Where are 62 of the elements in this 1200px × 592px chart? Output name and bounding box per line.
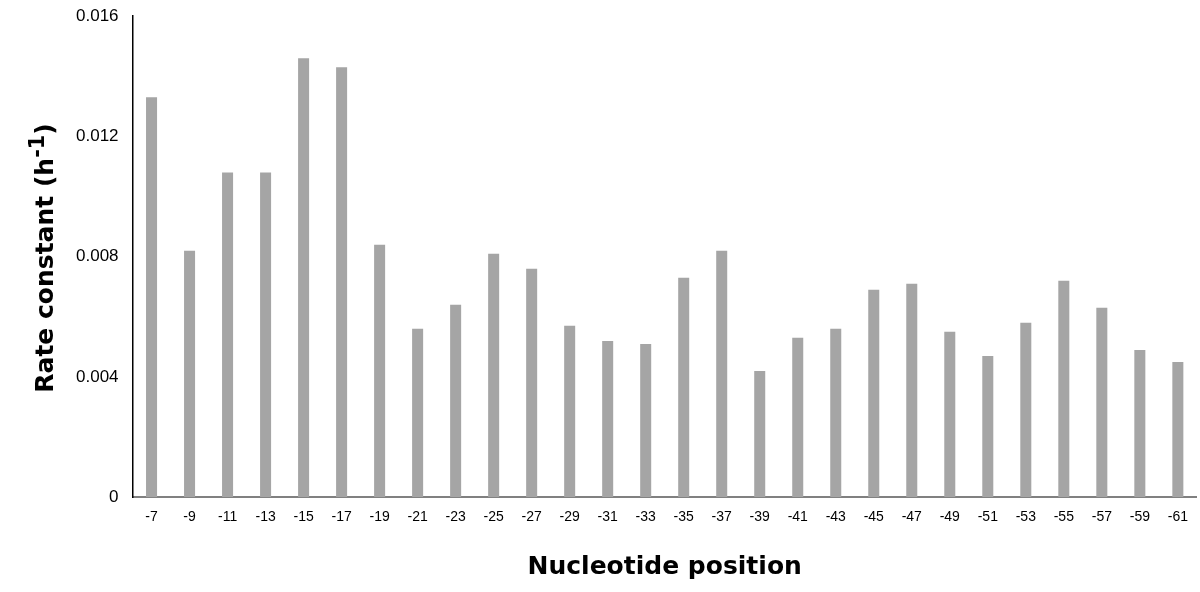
y-tick-label: 0.008 (75, 246, 119, 266)
y-tick-label: 0 (109, 486, 119, 506)
bar (754, 370, 766, 498)
bar (1096, 307, 1108, 498)
bar (526, 268, 538, 498)
x-tick-label: -15 (293, 508, 314, 525)
x-tick-label: -27 (521, 508, 542, 525)
y-tick-label: 0.016 (75, 5, 119, 25)
bar (260, 172, 272, 498)
bar (792, 337, 804, 498)
bar (640, 343, 652, 498)
x-tick-label: -49 (939, 508, 961, 525)
x-tick-label: -13 (255, 508, 276, 525)
bar (602, 340, 614, 498)
x-tick-label: -55 (1053, 508, 1075, 525)
bar (146, 97, 158, 498)
x-tick-label: -7 (145, 508, 158, 525)
bar (298, 58, 310, 498)
bar (1020, 322, 1032, 498)
x-tick-label: -25 (483, 508, 504, 525)
x-tick-label: -41 (787, 508, 809, 525)
x-tick-label: -61 (1167, 508, 1189, 525)
bar (450, 304, 462, 498)
x-tick-label: -9 (183, 508, 196, 525)
x-tick-label: -33 (635, 508, 657, 525)
x-tick-label: -35 (673, 508, 695, 525)
x-tick-label: -37 (711, 508, 733, 525)
x-tick-label: -45 (863, 508, 885, 525)
bar (1134, 349, 1146, 498)
bar (678, 277, 690, 498)
bar (488, 253, 500, 498)
bar (412, 328, 424, 498)
x-tick-label: -47 (901, 508, 923, 525)
bar (374, 244, 386, 498)
x-tick-label: -43 (825, 508, 847, 525)
x-tick-label: -11 (217, 508, 238, 525)
x-tick-label: -57 (1091, 508, 1113, 525)
x-tick-label: -21 (407, 508, 428, 525)
bar (830, 328, 842, 498)
x-tick-label: -23 (445, 508, 466, 525)
bar (222, 172, 234, 498)
bar (868, 289, 880, 498)
x-tick-label: -31 (597, 508, 619, 525)
y-tick-label: 0.004 (75, 366, 119, 386)
bar (906, 283, 918, 498)
bar (1172, 361, 1184, 498)
x-tick-label: -59 (1129, 508, 1151, 525)
bar (982, 355, 994, 498)
x-tick-label: -29 (559, 508, 580, 525)
x-tick-label: -51 (977, 508, 999, 525)
x-tick-label: -19 (369, 508, 390, 525)
bar (184, 250, 196, 498)
x-tick-label: -17 (331, 508, 352, 525)
bar (336, 67, 348, 498)
bar (564, 325, 576, 498)
bar (1058, 280, 1070, 498)
x-tick-label: -39 (749, 508, 771, 525)
bar (716, 250, 728, 498)
x-axis-title: Nucleotide position (527, 550, 802, 580)
y-tick-label: 0.012 (75, 126, 119, 146)
bar (944, 331, 956, 498)
x-tick-label: -53 (1015, 508, 1037, 525)
